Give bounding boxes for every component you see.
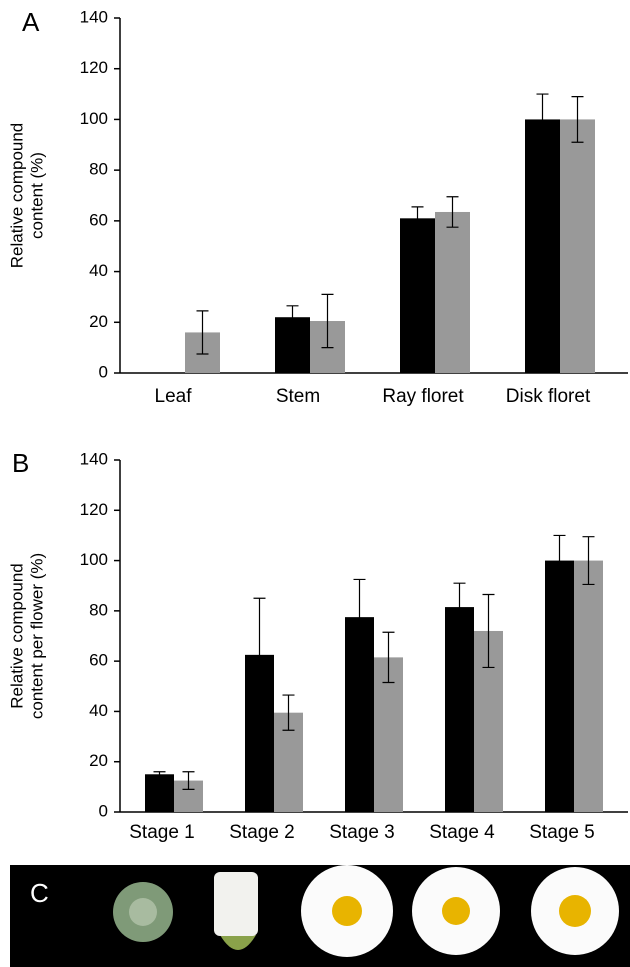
y-axis-label: Relative compound [7,563,26,709]
error-bar [536,93,549,146]
error-bar [571,96,584,143]
error-bar [453,582,466,632]
y-tick-label: 0 [99,362,108,381]
error-bar [382,631,395,684]
error-bar [182,771,195,790]
error-bar [153,771,166,778]
x-tick-label: Disk floret [506,386,591,407]
bar [574,560,603,812]
x-tick-label: Stem [276,386,320,407]
y-tick-label: 60 [89,210,108,229]
error-bar [482,593,495,669]
x-tick-label: Stage 2 [229,822,295,843]
bud-1 [113,882,173,942]
x-tick-label: Stage 3 [329,822,395,843]
x-tick-label: Stage 1 [129,822,195,843]
bar [545,560,574,812]
error-bar [582,536,595,586]
error-bar [282,694,295,731]
y-tick-label: 40 [89,261,108,280]
bar [445,607,474,812]
error-bar [553,534,566,587]
error-bar [411,206,424,231]
bar [525,119,560,373]
y-tick-label: 40 [89,701,108,720]
bar [145,774,174,812]
y-tick-label: 80 [89,160,108,179]
y-tick-label: 120 [80,58,108,77]
bar [374,657,403,812]
x-tick-label: Leaf [155,386,193,407]
bud-2 [214,872,258,950]
y-axis-label: Relative compound [7,123,26,269]
y-tick-label: 140 [80,449,108,468]
error-bar [196,310,209,355]
error-bar [253,597,266,713]
bar [435,211,470,373]
x-tick-label: Ray floret [382,386,464,407]
y-tick-label: 0 [99,801,108,820]
error-bar [286,305,299,330]
y-tick-label: 120 [80,500,108,519]
y-tick-label: 100 [80,550,108,569]
y-tick-label: 20 [89,312,108,331]
error-bar [321,293,334,349]
x-tick-label: Stage 4 [429,822,495,843]
y-tick-label: 80 [89,600,108,619]
panel-label: A [22,7,40,37]
bar [560,119,595,373]
y-axis-label: content (%) [27,152,46,239]
x-tick-label: Stage 5 [529,822,595,843]
panel-label: B [12,448,29,478]
y-tick-label: 20 [89,751,108,770]
y-tick-label: 140 [80,7,108,26]
panel-label: C [30,878,49,908]
y-axis-label: content per flower (%) [27,553,46,719]
y-tick-label: 60 [89,651,108,670]
flowers [301,865,619,957]
error-bar [353,578,366,656]
y-tick-label: 100 [80,109,108,128]
error-bar [446,196,459,228]
bar [400,218,435,373]
